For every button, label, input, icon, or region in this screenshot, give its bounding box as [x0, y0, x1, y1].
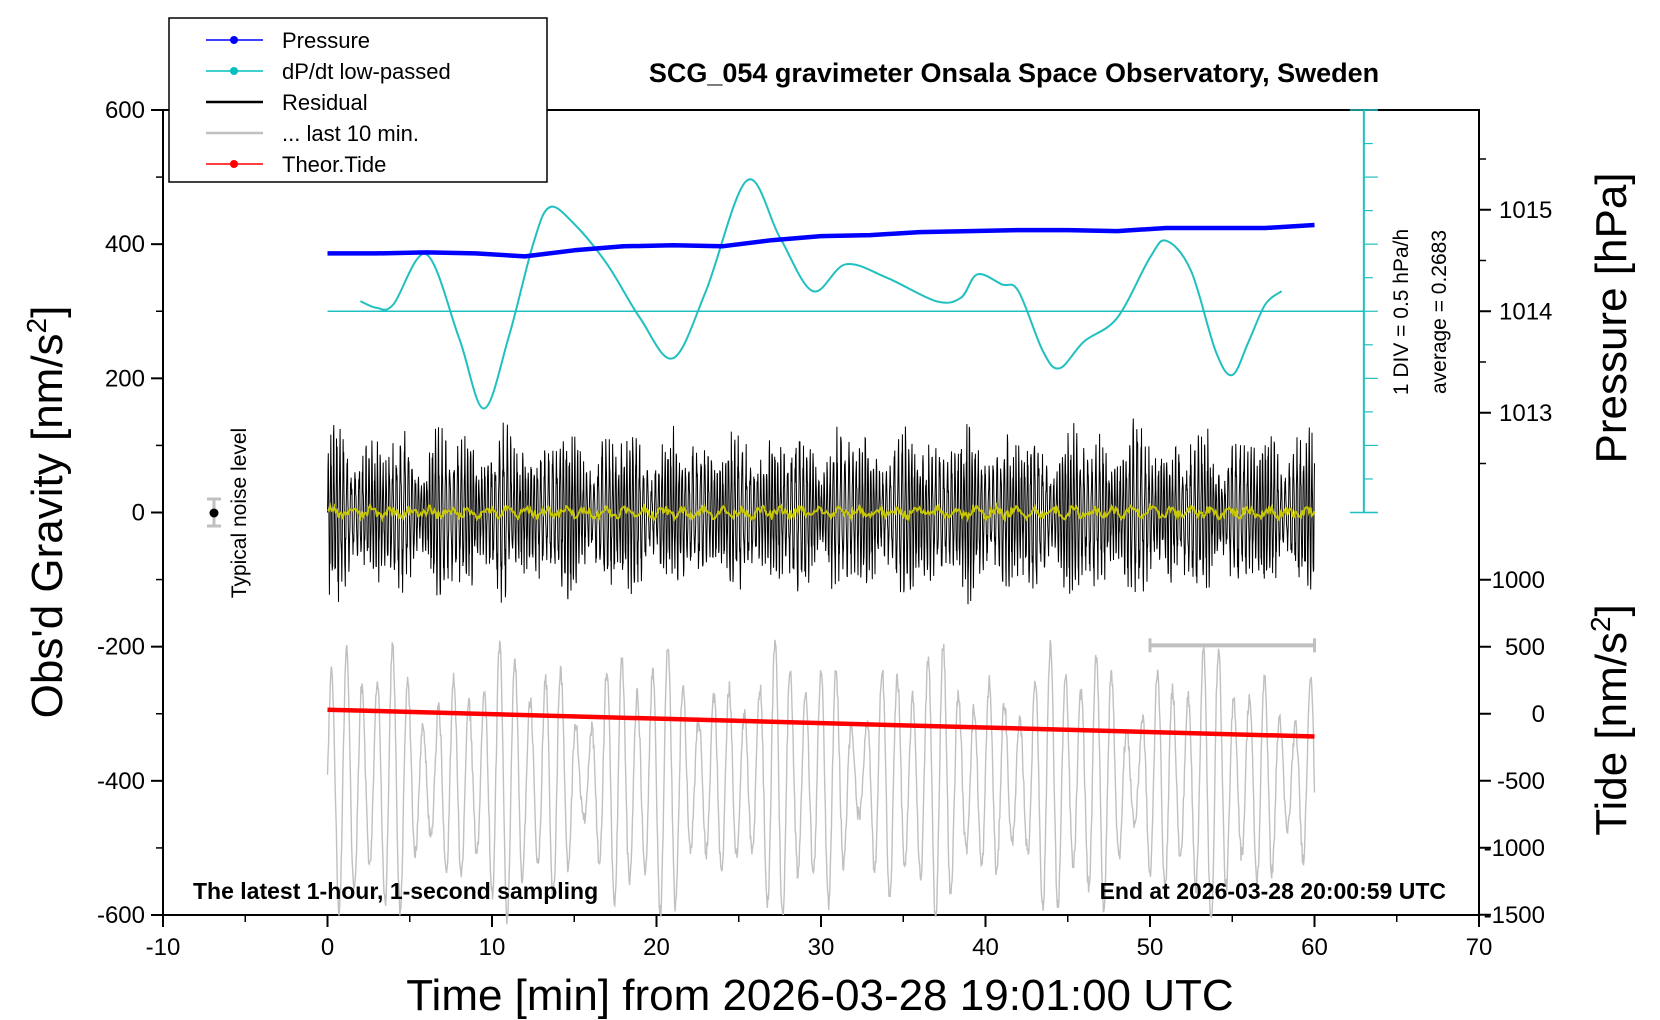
y-axis-label-left-sup: 2	[21, 318, 52, 334]
x-tick-label: 70	[1466, 934, 1493, 961]
axis-layer: -10 0 10 20 30 40 50 60 70 600 400 200 0 -200 -400 -600…	[97, 97, 1552, 961]
y-axis-label-tide-sup: 2	[1585, 616, 1616, 632]
x-tick-label: 60	[1301, 934, 1328, 961]
noise-level-label: Typical noise level	[228, 428, 251, 598]
pressure-scale-label: 1 DIV = 0.5 hPa/h	[1390, 229, 1413, 395]
x-tick-label: 20	[643, 934, 670, 961]
y-axis-label-tide-end: ]	[1587, 604, 1636, 616]
y-tick-label-tide: -500	[1497, 768, 1545, 795]
pressure-line	[327, 222, 1315, 259]
y-tick-label-left: 600	[105, 97, 145, 124]
y-tick-label-left: 400	[105, 231, 145, 258]
x-axis-label: Time [min] from 2026-03-28 19:01:00 UTC	[406, 971, 1233, 1020]
dpdt-line	[359, 178, 1283, 410]
y-axis-label-left-main: Obs'd Gravity [nm/s	[23, 333, 72, 718]
legend-label: Residual	[282, 90, 368, 115]
legend-label: Pressure	[282, 28, 370, 53]
y-tick-label-tide: -1000	[1484, 835, 1545, 862]
y-tick-label-tide: 1000	[1492, 567, 1545, 594]
y-axis-label-tide: Tide [nm/s2]	[1585, 604, 1636, 836]
legend-marker	[230, 160, 238, 168]
x-tick-label: 10	[479, 934, 506, 961]
residual-line	[327, 418, 1315, 605]
y-tick-label-pressure: 1015	[1499, 197, 1552, 224]
y-tick-label-tide: -1500	[1484, 902, 1545, 929]
legend: Pressure dP/dt low-passed Residual ... last…	[168, 17, 548, 183]
y-tick-label-tide: 0	[1532, 701, 1545, 728]
chart-title: SCG_054 gravimeter Onsala Space Observat…	[649, 58, 1379, 88]
subtitle-left: The latest 1-hour, 1-second sampling	[193, 878, 598, 904]
x-tick-label: 0	[321, 934, 334, 961]
x-tick-label: 50	[1137, 934, 1164, 961]
y-tick-label-pressure: 1013	[1499, 400, 1552, 427]
noise-bar-dot	[209, 508, 219, 518]
tide-line	[327, 707, 1315, 739]
y-axis-label-pressure: Pressure [hPa]	[1587, 172, 1636, 463]
y-tick-label-tide: 500	[1505, 634, 1545, 661]
x-tick-label: -10	[146, 934, 181, 961]
legend-label: Theor.Tide	[282, 152, 386, 177]
legend-marker	[230, 67, 238, 75]
subtitle-right: End at 2026-03-28 20:00:59 UTC	[1100, 878, 1446, 904]
y-tick-label-left: -600	[97, 902, 145, 929]
last-10-min-line	[326, 639, 1316, 925]
legend-box	[168, 17, 548, 183]
pressure-average-label: average = 0.2683	[1428, 230, 1451, 394]
residual-lowpass-line	[327, 501, 1316, 523]
y-tick-label-pressure: 1014	[1499, 298, 1552, 325]
legend-marker	[230, 36, 238, 44]
y-tick-label-left: 0	[132, 500, 145, 527]
y-axis-label-tide-main: Tide [nm/s	[1587, 632, 1636, 836]
legend-label: ... last 10 min.	[282, 121, 419, 146]
y-tick-label-left: -400	[97, 768, 145, 795]
x-tick-label: 40	[972, 934, 999, 961]
y-tick-label-left: 200	[105, 365, 145, 392]
y-axis-label-left-end: ]	[23, 306, 72, 318]
data-layer	[326, 178, 1364, 925]
legend-label: dP/dt low-passed	[282, 59, 451, 84]
y-tick-label-left: -200	[97, 634, 145, 661]
y-axis-label-left: Obs'd Gravity [nm/s2]	[21, 306, 72, 719]
x-tick-label: 30	[808, 934, 835, 961]
